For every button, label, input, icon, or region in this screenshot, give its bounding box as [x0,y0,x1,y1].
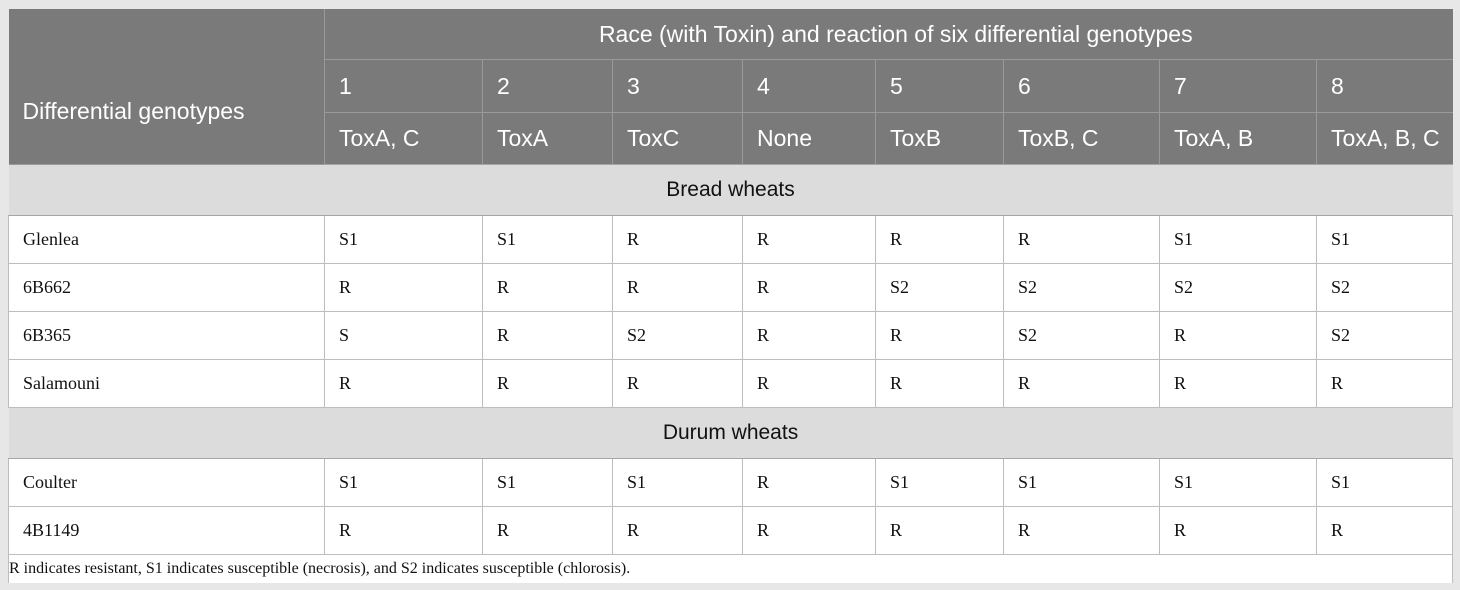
reaction-cell: S2 [1159,263,1317,312]
reaction-cell: R [742,263,876,312]
reaction-cell: R [1003,359,1160,408]
reaction-cell: S1 [612,458,743,507]
reaction-cell: R [612,215,743,264]
reaction-cell: R [1159,311,1317,360]
genotype-cell: 6B662 [8,263,325,312]
race-number-header: 5 [875,59,1004,113]
reaction-cell: S1 [1315,458,1454,507]
race-number-header: 4 [742,59,876,113]
race-reaction-table: Race (with Toxin) and reaction of six di… [7,9,1454,583]
reaction-cell: R [742,458,876,507]
genotype-cell: 4B1149 [8,506,325,555]
reaction-cell: S1 [1159,458,1317,507]
reaction-cell: R [1315,359,1454,408]
reaction-cell: R [875,311,1004,360]
toxin-header: ToxA, B [1159,112,1317,165]
section-title-durum-wheats: Durum wheats [8,407,1453,459]
reaction-cell: S2 [1003,263,1160,312]
reaction-cell: S2 [612,311,743,360]
reaction-cell: R [742,215,876,264]
table-row: Coulter S1 S1 S1 R S1 S1 S1 S1 [8,458,1454,507]
race-number-header: 2 [482,59,613,113]
race-number-header: 1 [324,59,483,113]
reaction-cell: R [612,506,743,555]
reaction-cell: R [612,359,743,408]
section-title-bread-wheats: Bread wheats [8,164,1453,216]
reaction-cell: S1 [875,458,1004,507]
reaction-cell: R [1003,506,1160,555]
reaction-cell: R [875,359,1004,408]
reaction-cell: S1 [1315,215,1454,264]
reaction-cell: R [1159,359,1317,408]
genotype-cell: Salamouni [8,359,325,408]
reaction-cell: R [612,263,743,312]
reaction-cell: R [742,311,876,360]
reaction-cell: R [875,506,1004,555]
table-row: 6B662 R R R R S2 S2 S2 S2 [8,263,1454,312]
table-row: 6B365 S R S2 R R S2 R S2 [8,311,1454,360]
toxin-header: ToxA, C [324,112,483,165]
toxin-header: None [742,112,876,165]
reaction-cell: S1 [1159,215,1317,264]
race-span-header: Race (with Toxin) and reaction of six di… [323,9,1453,60]
toxin-header: ToxC [612,112,743,165]
reaction-cell: R [482,506,613,555]
reaction-cell: S2 [1315,263,1454,312]
toxin-header: ToxB, C [1003,112,1160,165]
reaction-cell: R [1159,506,1317,555]
race-number-header: 6 [1003,59,1160,113]
reaction-cell: S2 [875,263,1004,312]
reaction-cell: S2 [1003,311,1160,360]
genotype-cell: Coulter [8,458,325,507]
race-number-header: 7 [1159,59,1317,113]
reaction-cell: R [482,311,613,360]
reaction-cell: R [742,359,876,408]
toxin-header: ToxA, B, C [1315,112,1453,165]
table-footnote: R indicates resistant, S1 indicates susc… [7,554,1454,583]
genotype-cell: 6B365 [8,311,325,360]
reaction-cell: S2 [1315,311,1454,360]
header-blank-cell [8,9,325,60]
toxin-header: ToxA [482,112,613,165]
table-row: Glenlea S1 S1 R R R R S1 S1 [8,215,1454,264]
reaction-cell: S1 [324,458,483,507]
table-row: Salamouni R R R R R R R R [8,359,1454,408]
toxin-header: ToxB [875,112,1004,165]
reaction-cell: R [324,359,483,408]
table-row: 4B1149 R R R R R R R R [8,506,1454,555]
reaction-cell: R [324,263,483,312]
genotype-cell: Glenlea [8,215,325,264]
reaction-cell: R [482,359,613,408]
reaction-cell: R [742,506,876,555]
reaction-cell: R [1003,215,1160,264]
row-header: Differential genotypes [8,59,325,165]
reaction-cell: R [324,506,483,555]
reaction-cell: S [324,311,483,360]
reaction-cell: S1 [1003,458,1160,507]
reaction-cell: S1 [482,215,613,264]
race-number-header: 8 [1315,59,1453,113]
reaction-cell: R [875,215,1004,264]
reaction-cell: R [1315,506,1454,555]
race-number-header: 3 [612,59,743,113]
reaction-cell: S1 [324,215,483,264]
reaction-cell: R [482,263,613,312]
reaction-cell: S1 [482,458,613,507]
